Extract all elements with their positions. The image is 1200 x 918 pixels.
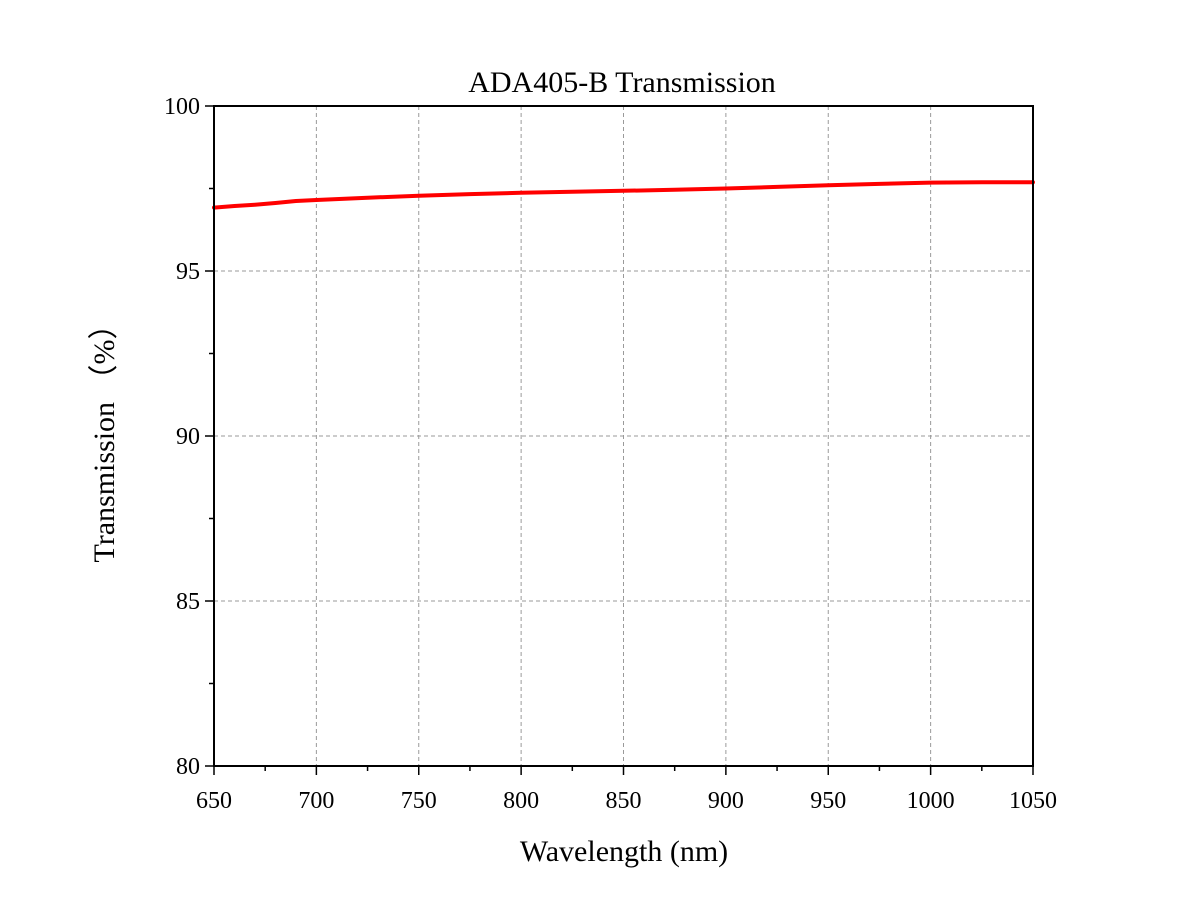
grid [214, 106, 1033, 766]
axes: 650 700 750 800 850 900 950 1000 1050 80 85 90 95 100 [164, 94, 1057, 814]
transmission-series-line [212, 180, 1035, 210]
x-tick-label: 650 [196, 788, 232, 814]
x-tick-label: 900 [708, 788, 744, 814]
chart-title: ADA405-B Transmission [468, 66, 776, 99]
x-tick-label: 750 [401, 788, 437, 814]
x-tick-label: 950 [810, 788, 846, 814]
x-axis-label: Wavelength (nm) [520, 835, 728, 868]
y-tick-label: 85 [176, 589, 200, 615]
y-tick-label: 90 [176, 424, 200, 450]
x-tick-label: 800 [503, 788, 539, 814]
x-tick-label: 700 [298, 788, 334, 814]
y-tick-label: 80 [176, 754, 200, 780]
y-tick-label: 100 [164, 94, 200, 120]
x-tick-label: 1050 [1009, 788, 1057, 814]
y-axis-label: Transmission （%） [88, 309, 121, 562]
series-layer [212, 180, 1035, 210]
y-tick-label: 95 [176, 259, 200, 285]
x-tick-label: 850 [606, 788, 642, 814]
x-tick-label: 1000 [907, 788, 955, 814]
